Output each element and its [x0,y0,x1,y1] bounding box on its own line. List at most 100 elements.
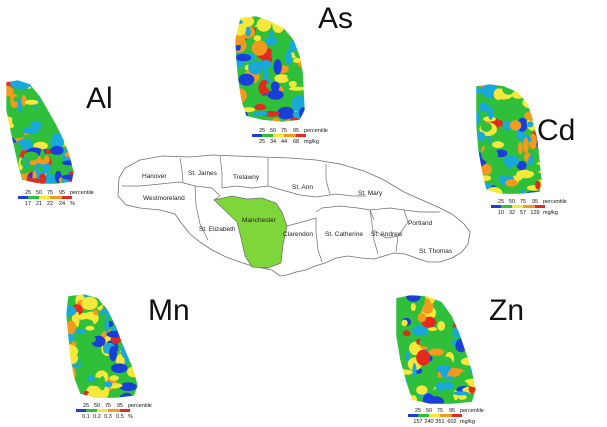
al-heatmap-blob [41,88,53,94]
cd-heatmap-blob [534,84,542,97]
mn-heatmap-blob [81,296,98,310]
al-heatmap-blob [51,89,66,98]
as-heatmap-blob [299,107,305,119]
as-heatmap-blob [253,35,262,42]
mn-percentile-tick: 50 [94,403,100,409]
zn-heatmap-blob [419,338,435,347]
mn-heatmap-blob [100,308,105,316]
mn-unit-label: % [128,414,133,420]
al-heatmap-blob [62,160,74,166]
zn-heatmap-blob [458,307,476,316]
zn-heatmap-blob [437,321,446,331]
cd-percentile-tick: 95 [532,199,538,205]
cd-heatmap-blob [502,84,515,95]
mn-heatmap-blob [66,380,74,387]
cd-element-label: Cd [537,114,575,147]
al-heatmap-blob [56,164,71,172]
cd-value-tick: 57 [520,210,526,216]
mn-heatmap-blob [69,379,76,395]
zn-heatmap-blob [471,295,476,304]
mn-value-tick: 0.3 [104,414,112,420]
mn-heatmap-blob [104,317,110,333]
as-heatmap-blob [252,65,259,75]
cd-heatmap-blob [493,88,504,100]
mn-heatmap [66,294,138,398]
as-heatmap-blob [277,106,295,120]
al-element-label: Al [86,82,113,115]
al-heatmap-blob [60,80,74,89]
zn-heatmap [396,295,476,404]
al-heatmap-blob [58,97,69,114]
as-outline [234,15,306,123]
cd-heatmap-blob [502,120,513,131]
cd-heatmap-blob [526,191,540,194]
cd-heatmap-blob [478,102,490,113]
cd-heatmap-blob [523,137,529,154]
cd-heatmap-blob [516,169,534,179]
mn-color-bar-segment [97,409,108,412]
al-heatmap-blob [68,130,74,142]
as-percentile-tick: 75 [281,128,287,134]
zn-heatmap-blob [466,311,473,326]
as-heatmap-blob [235,19,243,25]
cd-heatmap-blob [521,93,537,99]
as-heatmap-blob [271,117,281,122]
mn-heatmap-blob [66,352,79,365]
as-heatmap-blob [267,89,284,100]
parish-label-hanover: Hanover [142,173,167,180]
cd-heatmap-blob [480,175,492,182]
al-heatmap-blob [69,80,74,85]
parish-borders [122,155,440,263]
cd-heatmap-blob [492,141,504,149]
al-heatmap-blob [38,80,53,85]
zn-value-tick: 240 [424,419,433,425]
al-heatmap-blob [12,174,18,184]
mn-percentile-tick: 25 [83,403,89,409]
as-heatmap-blob [288,19,303,34]
cd-heatmap-blob [483,136,490,150]
as-heatmap-blob [274,74,290,83]
cd-heatmap-blob [481,164,493,175]
mn-value-tick: 0.2 [93,414,101,420]
al-heatmap-blob [21,94,27,107]
al-percentile-label: percentile [70,190,94,196]
zn-heatmap-blob [396,379,407,386]
al-heatmap-blob [68,117,74,133]
mn-percentile-tick: 95 [117,403,123,409]
as-heatmap-blob [285,49,292,65]
as-heatmap-blob [290,16,304,24]
parish-label-manchester: Manchester [242,217,277,224]
al-heatmap-blob [17,173,26,178]
al-color-bar-segment [18,196,28,199]
zn-heatmap-blob [421,305,433,314]
al-unit-label: % [70,201,75,207]
mn-heatmap-blob [131,339,137,347]
zn-heatmap-blob [405,351,410,362]
as-heatmap [235,16,305,122]
mn-heatmap-blob [128,322,134,327]
zn-color-bar-segment [408,414,418,417]
al-heatmap-blob [10,80,25,89]
cd-heatmap-blob [476,131,486,141]
as-heatmap-blob [292,19,305,27]
cd-color-bar-segment [535,205,545,208]
zn-heatmap-blob [471,319,476,335]
parish-label-st-james: St. James [188,170,218,177]
al-heatmap-blob [50,138,64,149]
al-heatmap-blob [51,80,67,87]
mn-legend: 25 50 75 95 percentile 0.1 0.2 0.3 0.5% [76,403,152,420]
mn-heatmap-blob [102,297,115,310]
zn-heatmap-blob [455,338,467,353]
as-color-bar-segment [273,134,284,137]
as-value-tick: 44 [281,139,287,145]
al-heatmap-blob [39,173,47,184]
cd-heatmap-blob [479,185,485,193]
mn-heatmap-blob [108,298,120,313]
zn-heatmap-blob [396,363,399,378]
zn-heatmap-blob [443,299,460,312]
cd-heatmap-blob [476,111,481,125]
parish-label-st-mary: St. Mary [358,190,383,197]
zn-heatmap-blob [416,349,431,366]
zn-percentile-label: percentile [460,408,484,414]
mn-heatmap-blob [119,323,125,336]
